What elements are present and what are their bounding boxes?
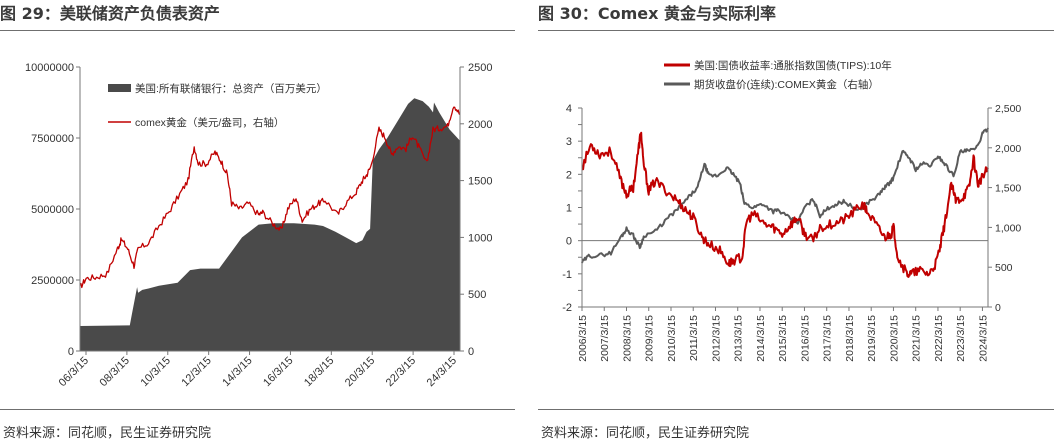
y-left-tick-label: 0 — [68, 346, 74, 358]
fed-assets-chart: 0 2500000 5000000 7500000 10000000 0 500 1000 15… — [25, 62, 492, 389]
source-divider — [0, 409, 515, 410]
y-left-tick-label: -1 — [562, 269, 572, 281]
source-divider — [538, 409, 1054, 410]
x-tick-label: 2013/3/15 — [733, 315, 745, 362]
x-tick-label: 2017/3/15 — [822, 315, 834, 362]
y-right-tick-label: 0 — [995, 302, 1001, 314]
x-tick-label: 2023/3/15 — [955, 315, 967, 362]
y-left-tick-label: -2 — [562, 302, 572, 314]
legend-label-tips: 美国:国债收益率:通胀指数国债(TIPS):10年 — [694, 59, 892, 72]
fed-assets-area — [80, 98, 460, 351]
x-tick-label: 2012/3/15 — [710, 315, 722, 362]
x-tick-label: 20/3/15 — [343, 355, 377, 389]
x-tick-label: 2009/3/15 — [644, 315, 656, 362]
legend-label-gold: 期货收盘价(连续):COMEX黄金（右轴） — [694, 78, 879, 91]
x-tick-label: 2020/3/15 — [888, 315, 900, 362]
x-tick-label: 22/3/15 — [384, 355, 418, 389]
x-tick-label: 2010/3/15 — [666, 315, 678, 362]
x-tick-label: 2011/3/15 — [688, 315, 700, 361]
y-left-tick-label: 2 — [566, 169, 572, 181]
x-tick-label: 2021/3/15 — [911, 315, 923, 362]
y-left-tick-label: 2500000 — [31, 275, 74, 287]
gold-real-rate-chart: -2 -1 0 1 2 3 4 0 500 1,000 1,500 2,000 2,500 2006/3/… — [562, 59, 1021, 362]
x-tick-label: 2018/3/15 — [844, 315, 856, 362]
x-tick-label: 2024/3/15 — [977, 315, 989, 362]
legend-label-fed-assets: 美国:所有联储银行：总资产（百万美元） — [135, 82, 327, 95]
x-tick-label: 08/3/15 — [98, 355, 132, 389]
y-left-tick-label: 4 — [566, 103, 572, 115]
x-tick-label: 2014/3/15 — [755, 315, 767, 362]
x-tick-label: 18/3/15 — [302, 355, 336, 389]
source-note: 资料来源：同花顺，民生证券研究院 — [3, 426, 212, 441]
y-left-tick-label: 3 — [566, 136, 572, 148]
x-tick-label: 06/3/15 — [57, 355, 91, 389]
chart-title: 图 29：美联储资产负债表资产 — [0, 4, 220, 23]
x-tick-label: 10/3/15 — [138, 355, 172, 389]
title-divider — [538, 30, 1054, 31]
x-tick-label: 2015/3/15 — [777, 315, 789, 362]
y-right-tick-label: 2000 — [468, 119, 492, 131]
x-tick-label: 12/3/15 — [179, 355, 213, 389]
y-left-tick-label: 7500000 — [31, 133, 74, 145]
y-right-tick-label: 500 — [468, 289, 486, 301]
chart-title: 图 30：Comex 黄金与实际利率 — [538, 4, 776, 23]
y-left-tick-label: 10000000 — [25, 62, 74, 74]
y-right-tick-label: 0 — [468, 346, 474, 358]
chart-panel-gold-real-rate: 图 30：Comex 黄金与实际利率 -2 -1 0 1 2 3 4 0 500 1,000 1,5… — [538, 0, 1060, 443]
y-right-tick-label: 1,000 — [995, 222, 1021, 234]
legend-swatch-fed-assets — [108, 84, 131, 92]
x-tick-label: 16/3/15 — [261, 355, 295, 389]
x-tick-label: 2022/3/15 — [933, 315, 945, 362]
y-left-tick-label: 5000000 — [31, 204, 74, 216]
chart-panel-fed-assets: 图 29：美联储资产负债表资产 0 2500000 5000000 7500000 10… — [0, 0, 520, 443]
tips-yield-line — [582, 131, 989, 278]
x-tick-label: 2016/3/15 — [799, 315, 811, 362]
y-right-tick-label: 2,500 — [995, 103, 1021, 115]
x-tick-label: 14/3/15 — [220, 355, 254, 389]
y-right-tick-label: 2500 — [468, 62, 492, 74]
source-note: 资料来源：同花顺，民生证券研究院 — [541, 426, 750, 441]
x-tick-label: 24/3/15 — [425, 355, 459, 389]
gold-price-line — [79, 106, 461, 289]
title-divider — [0, 30, 515, 31]
x-tick-label: 2008/3/15 — [621, 315, 633, 362]
y-right-tick-label: 500 — [995, 262, 1013, 274]
x-tick-label: 2019/3/15 — [866, 315, 878, 362]
y-right-tick-label: 1500 — [468, 176, 492, 188]
y-right-tick-label: 2,000 — [995, 143, 1021, 155]
y-right-tick-label: 1,500 — [995, 183, 1021, 195]
y-left-tick-label: 1 — [566, 203, 572, 215]
y-right-tick-label: 1000 — [468, 232, 492, 244]
y-left-tick-label: 0 — [566, 236, 572, 248]
x-tick-label: 2006/3/15 — [577, 315, 589, 362]
x-tick-label: 2007/3/15 — [599, 315, 611, 362]
legend-label-gold: comex黄金（美元/盎司，右轴） — [135, 116, 284, 129]
